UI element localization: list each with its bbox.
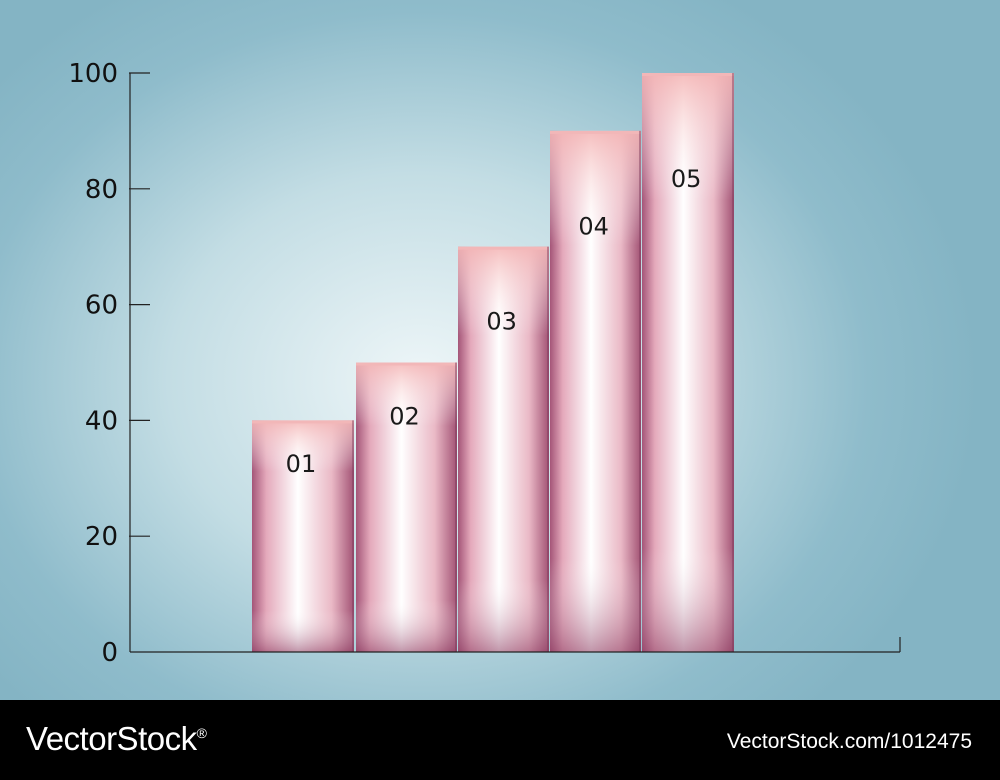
footer-bar: VectorStock® VectorStock.com/1012475 bbox=[0, 700, 1000, 780]
bar-divider bbox=[352, 420, 354, 652]
bar-category-label: 03 bbox=[486, 308, 517, 336]
bar-top-edge bbox=[458, 246, 549, 250]
bar bbox=[550, 130, 641, 652]
bar-shade bbox=[252, 420, 354, 652]
image-reference: VectorStock.com/1012475 bbox=[726, 730, 972, 753]
bar-shade bbox=[642, 73, 734, 652]
bar-top-edge bbox=[252, 420, 354, 424]
bar-divider bbox=[547, 246, 549, 652]
y-tick-label: 0 bbox=[101, 638, 118, 668]
bar bbox=[252, 420, 354, 652]
bar-divider bbox=[639, 130, 641, 652]
bar-category-label: 02 bbox=[389, 403, 420, 431]
bar-chart: 0 20 40 60 80 100 01 02 03 04 05 bbox=[68, 59, 901, 668]
bar bbox=[356, 362, 457, 652]
bar bbox=[458, 246, 549, 652]
y-tick-label: 60 bbox=[85, 291, 118, 321]
y-tick-label: 40 bbox=[85, 406, 118, 436]
y-tick-label: 80 bbox=[85, 175, 118, 205]
bar-category-label: 04 bbox=[578, 213, 609, 241]
bar-divider bbox=[455, 362, 457, 652]
bar bbox=[642, 73, 734, 652]
bar-shade bbox=[550, 130, 641, 652]
bar-divider bbox=[732, 73, 734, 652]
bar-top-edge bbox=[550, 130, 641, 134]
brand-name: VectorStock bbox=[26, 720, 197, 757]
bar-shade bbox=[458, 246, 549, 652]
brand-registered-mark: ® bbox=[196, 725, 207, 741]
bar-category-label: 05 bbox=[671, 165, 702, 193]
brand-logo: VectorStock® bbox=[26, 720, 207, 758]
bar-category-label: 01 bbox=[286, 450, 317, 478]
chart-area: 0 20 40 60 80 100 01 02 03 04 05 bbox=[0, 0, 1000, 700]
bar-top-edge bbox=[642, 73, 734, 76]
bar-top-edge bbox=[356, 362, 457, 366]
y-tick-label: 100 bbox=[68, 59, 118, 89]
y-tick-label: 20 bbox=[85, 522, 118, 552]
bar-shade bbox=[356, 362, 457, 652]
